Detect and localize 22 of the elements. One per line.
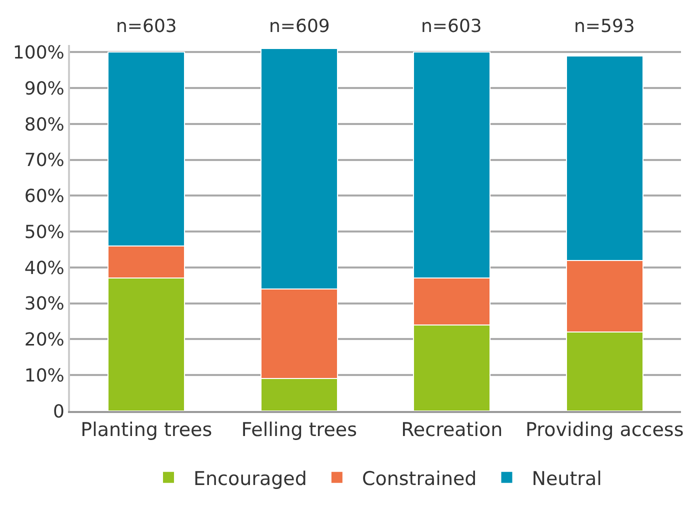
y-tick-label: 40% bbox=[24, 258, 64, 279]
y-tick-label: 100% bbox=[12, 42, 64, 64]
y-tick-label: 0 bbox=[52, 401, 64, 422]
text: n=603 bbox=[421, 16, 482, 37]
y-tick-label: 10% bbox=[24, 365, 64, 386]
text: n=603 bbox=[116, 16, 177, 37]
y-tick-label: 70% bbox=[24, 150, 64, 172]
y-tick-label: 50% bbox=[24, 222, 64, 243]
y-tick-label: 60% bbox=[24, 186, 64, 208]
y-tick-label: 90% bbox=[24, 78, 64, 100]
y-tick-label: 30% bbox=[24, 294, 64, 315]
x-tick-label: Felling trees bbox=[241, 418, 357, 441]
text: n=593 bbox=[574, 16, 635, 37]
legend-label: Encouraged bbox=[194, 468, 307, 490]
y-tick-label: 80% bbox=[24, 114, 64, 136]
legend-label: Constrained bbox=[362, 468, 477, 490]
legend-label: Neutral bbox=[532, 468, 602, 490]
x-tick-label: Planting trees bbox=[80, 418, 212, 441]
x-tick-label: Recreation bbox=[401, 418, 503, 441]
y-tick-label: 20% bbox=[24, 330, 64, 351]
text: n=609 bbox=[269, 16, 330, 37]
x-tick-label: Providing access bbox=[526, 418, 684, 441]
